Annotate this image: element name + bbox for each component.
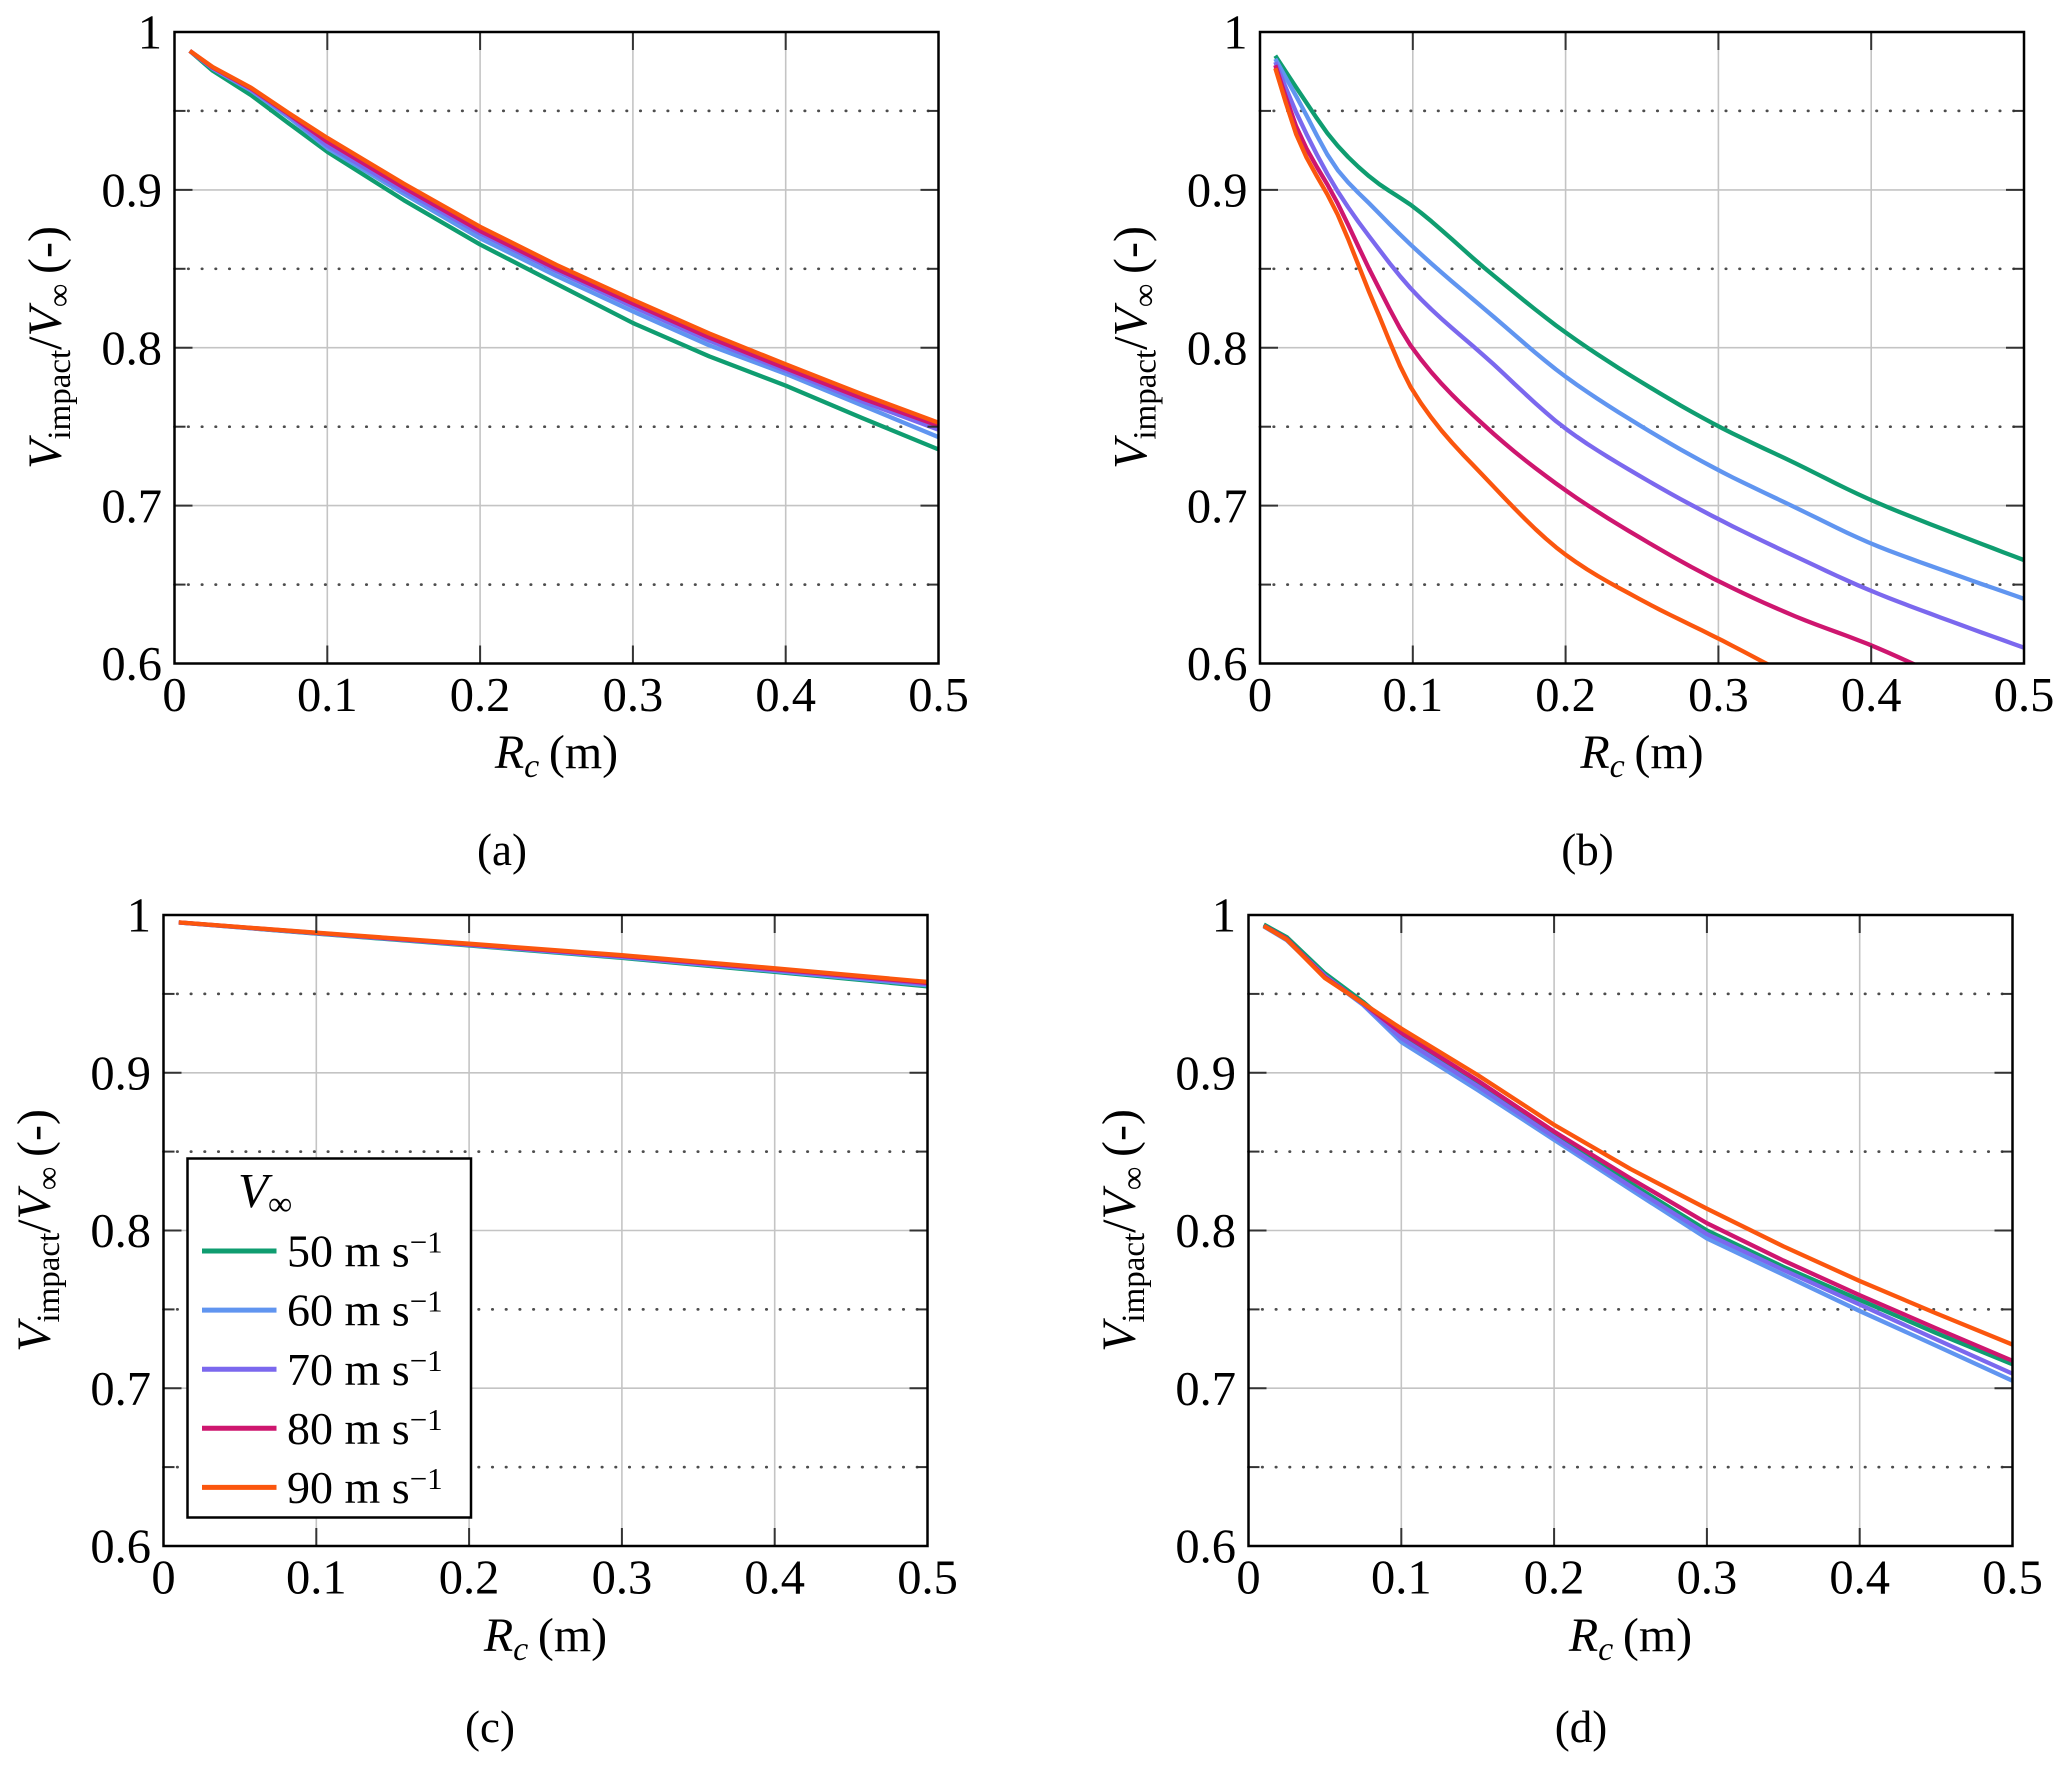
svg-text:0.8: 0.8	[101, 322, 162, 375]
svg-text:0.8: 0.8	[1175, 1205, 1236, 1258]
svg-text:0.4: 0.4	[1829, 1552, 1890, 1605]
svg-text:70 m s−1: 70 m s−1	[287, 1343, 443, 1395]
svg-text:0.4: 0.4	[744, 1552, 805, 1605]
svg-text:0.6: 0.6	[101, 638, 162, 691]
svg-text:0.1: 0.1	[1371, 1552, 1432, 1605]
svg-text:0.2: 0.2	[439, 1552, 500, 1605]
svg-text:0.6: 0.6	[1175, 1521, 1236, 1574]
svg-text:0.9: 0.9	[1175, 1048, 1236, 1101]
svg-text:0.7: 0.7	[1175, 1363, 1236, 1416]
svg-text:0.8: 0.8	[1187, 322, 1248, 375]
svg-text:0.9: 0.9	[1187, 165, 1248, 218]
svg-text:Vimpact/V∞ (-): Vimpact/V∞ (-)	[8, 1109, 67, 1352]
svg-text:0.5: 0.5	[897, 1552, 958, 1605]
svg-text:0.9: 0.9	[101, 165, 162, 218]
svg-text:(d): (d)	[1555, 1702, 1607, 1752]
svg-text:0.1: 0.1	[297, 669, 358, 722]
svg-text:0.7: 0.7	[1187, 480, 1248, 533]
svg-text:(c): (c)	[465, 1702, 515, 1752]
svg-text:Rc (m): Rc (m)	[1579, 726, 1703, 785]
svg-text:1: 1	[1223, 7, 1247, 60]
svg-text:0.3: 0.3	[592, 1552, 653, 1605]
svg-text:1: 1	[127, 890, 151, 943]
svg-text:0.6: 0.6	[1187, 638, 1248, 691]
svg-text:0.5: 0.5	[908, 669, 969, 722]
svg-text:Rc (m): Rc (m)	[1568, 1609, 1692, 1668]
svg-text:1: 1	[138, 7, 162, 60]
svg-text:0.6: 0.6	[90, 1521, 151, 1574]
svg-text:0.2: 0.2	[1524, 1552, 1585, 1605]
svg-text:0: 0	[162, 669, 186, 722]
svg-text:0.9: 0.9	[90, 1048, 151, 1101]
svg-text:0: 0	[1248, 669, 1272, 722]
svg-text:0.7: 0.7	[101, 480, 162, 533]
svg-text:0.5: 0.5	[1982, 1552, 2043, 1605]
svg-text:Rc (m): Rc (m)	[483, 1609, 607, 1668]
svg-text:0: 0	[151, 1552, 175, 1605]
svg-text:0.8: 0.8	[90, 1205, 151, 1258]
svg-text:1: 1	[1212, 890, 1236, 943]
svg-text:0.2: 0.2	[450, 669, 511, 722]
svg-text:0.3: 0.3	[1688, 669, 1749, 722]
svg-text:0.1: 0.1	[1382, 669, 1443, 722]
svg-text:0: 0	[1236, 1552, 1260, 1605]
svg-text:(b): (b)	[1561, 825, 1613, 875]
svg-text:0.7: 0.7	[90, 1363, 151, 1416]
svg-text:0.4: 0.4	[1841, 669, 1902, 722]
svg-text:0.4: 0.4	[755, 669, 816, 722]
svg-text:0.2: 0.2	[1535, 669, 1596, 722]
svg-text:0.1: 0.1	[286, 1552, 347, 1605]
svg-text:0.3: 0.3	[603, 669, 664, 722]
svg-text:0.5: 0.5	[1994, 669, 2055, 722]
svg-text:Rc (m): Rc (m)	[494, 726, 618, 785]
svg-text:Vimpact/V∞ (-): Vimpact/V∞ (-)	[19, 226, 78, 469]
svg-text:Vimpact/V∞ (-): Vimpact/V∞ (-)	[1104, 226, 1163, 469]
svg-text:0.3: 0.3	[1677, 1552, 1738, 1605]
svg-text:V∞: V∞	[238, 1163, 292, 1223]
svg-text:(a): (a)	[477, 825, 527, 875]
svg-text:Vimpact/V∞ (-): Vimpact/V∞ (-)	[1093, 1109, 1152, 1352]
